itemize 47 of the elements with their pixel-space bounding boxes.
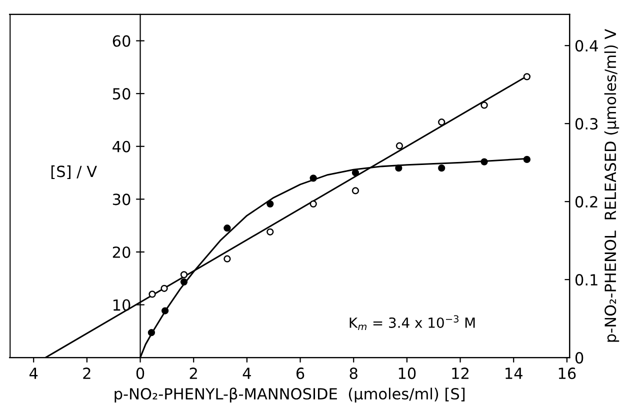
x-tick-label: 6 [296, 368, 304, 380]
x-tick-label: 0 [136, 368, 144, 380]
x-axis-title: p-NO₂-PHENYL-β-MANNOSIDE (μmoles/ml) [S] [114, 388, 465, 403]
y-tick-label: 60 [112, 35, 130, 47]
point [438, 164, 446, 172]
y-axis-title: [S] / V [51, 165, 97, 180]
point [310, 174, 317, 182]
point [160, 284, 168, 292]
point [148, 290, 156, 298]
x-tick-label: 2 [190, 368, 197, 379]
point [395, 164, 402, 172]
x-tick-label: 14 [506, 368, 522, 379]
y-tick-label: 50 [112, 88, 130, 100]
point [352, 187, 360, 194]
y2-tick-label: 0.1 [575, 274, 598, 286]
x-tick-label: 4 [29, 368, 38, 379]
point [148, 329, 156, 336]
point [180, 271, 188, 278]
point [352, 169, 360, 176]
annotation: K$_{m}$ = 3.4 x 10$^{−3}$ M [350, 315, 475, 330]
point [161, 307, 169, 314]
x-tick-label: 8 [350, 368, 358, 380]
y2-tick-label: 0 [575, 352, 584, 364]
point [480, 158, 488, 166]
point [266, 200, 274, 208]
y2-tick-label: 0.2 [575, 196, 598, 208]
point [438, 118, 446, 126]
y2-tick-label: 0.4 [575, 40, 598, 52]
x-tick-label: 2 [83, 368, 90, 379]
point [266, 228, 274, 236]
x-tick-label: 16 [558, 368, 576, 380]
point [396, 142, 404, 150]
y2-tick-label: 0.3 [575, 118, 598, 130]
x-tick-label: 10 [398, 368, 416, 380]
x-tick-label: 12 [452, 368, 468, 379]
y-tick-label: 40 [112, 140, 130, 152]
y-tick-label: 20 [112, 246, 130, 258]
y2-axis-title: p-NO₂-PHENOL RELEASED (μmoles/ml) V [604, 28, 620, 342]
point [180, 278, 188, 286]
point [523, 156, 531, 164]
y-tick-label: 30 [112, 194, 130, 206]
point [523, 73, 531, 80]
point [480, 102, 488, 109]
x-tick-label: 4 [242, 368, 251, 379]
point [310, 200, 317, 208]
point [224, 224, 231, 232]
point [224, 255, 231, 262]
